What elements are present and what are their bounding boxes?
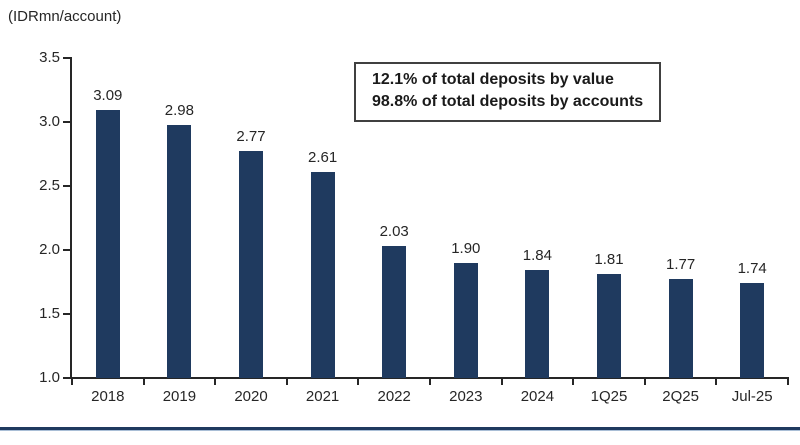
x-axis-category-label: Jul-25 bbox=[731, 388, 773, 405]
y-axis-tick-label: 3.0 bbox=[39, 113, 60, 130]
bar-value-label: 1.77 bbox=[665, 256, 696, 274]
bar-value-label: 2.03 bbox=[379, 223, 409, 241]
bar-value-label: 1.81 bbox=[594, 251, 624, 269]
bar-value-label: 1.74 bbox=[737, 260, 767, 278]
bar-value-label: 2.77 bbox=[236, 128, 266, 146]
bar bbox=[239, 151, 263, 378]
x-axis-category-label: 2019 bbox=[162, 388, 197, 405]
x-axis-tick bbox=[429, 379, 431, 385]
bar bbox=[453, 262, 478, 378]
x-axis-tick bbox=[643, 379, 646, 385]
bar bbox=[382, 246, 407, 378]
annotation-line-2: 98.8% of total deposits by accounts bbox=[372, 93, 644, 110]
y-axis-line bbox=[70, 57, 72, 379]
y-axis-tick bbox=[63, 121, 71, 123]
y-axis-tick bbox=[63, 185, 71, 187]
x-axis-category-label: 2024 bbox=[520, 388, 555, 405]
bar-value-label: 2.61 bbox=[307, 148, 338, 166]
x-axis-tick bbox=[357, 379, 360, 385]
bottom-divider-line bbox=[0, 427, 800, 430]
x-axis-category-label: 2021 bbox=[305, 388, 340, 405]
bar bbox=[740, 283, 765, 378]
y-axis-tick bbox=[63, 249, 71, 251]
y-axis-tick-label: 1.0 bbox=[39, 369, 60, 386]
x-axis-category-label: 2018 bbox=[91, 388, 125, 405]
bar-value-label: 1.84 bbox=[522, 247, 552, 265]
x-axis-category-label: 1Q25 bbox=[590, 388, 628, 405]
bar-value-label: 3.09 bbox=[93, 87, 123, 105]
bar bbox=[167, 124, 192, 378]
bar bbox=[310, 171, 335, 378]
x-axis-tick bbox=[142, 379, 145, 385]
axis-unit-label: (IDRmn/account) bbox=[8, 8, 122, 25]
x-axis-category-label: 2020 bbox=[234, 388, 268, 405]
x-axis-tick bbox=[715, 379, 718, 385]
bar bbox=[597, 274, 621, 378]
y-axis-tick-label: 2.0 bbox=[39, 241, 60, 258]
y-axis-tick-label: 3.5 bbox=[39, 49, 60, 66]
y-axis-tick-label: 2.5 bbox=[39, 177, 60, 194]
x-axis-category-label: 2023 bbox=[449, 388, 483, 405]
y-axis-tick bbox=[63, 377, 71, 379]
annotation-line-1: 12.1% of total deposits by value bbox=[372, 71, 614, 88]
y-axis-tick bbox=[63, 57, 71, 59]
x-axis-tick bbox=[572, 379, 575, 385]
x-axis-line bbox=[70, 377, 789, 379]
x-axis-tick bbox=[285, 379, 288, 385]
bar bbox=[95, 110, 120, 378]
y-axis-tick-label: 1.5 bbox=[39, 305, 60, 322]
x-axis-tick bbox=[787, 379, 789, 385]
x-axis-category-label: 2Q25 bbox=[662, 388, 699, 405]
x-axis-tick bbox=[214, 379, 217, 385]
bar-value-label: 1.90 bbox=[451, 239, 481, 257]
x-axis-tick bbox=[71, 379, 73, 385]
annotation-box: 12.1% of total deposits by value 98.8% o… bbox=[354, 62, 662, 122]
y-axis-tick bbox=[63, 313, 71, 315]
bar bbox=[525, 270, 550, 378]
bar-value-label: 2.98 bbox=[164, 101, 194, 119]
x-axis-tick bbox=[500, 379, 503, 385]
bar bbox=[668, 279, 693, 378]
x-axis-category-label: 2022 bbox=[377, 388, 411, 405]
